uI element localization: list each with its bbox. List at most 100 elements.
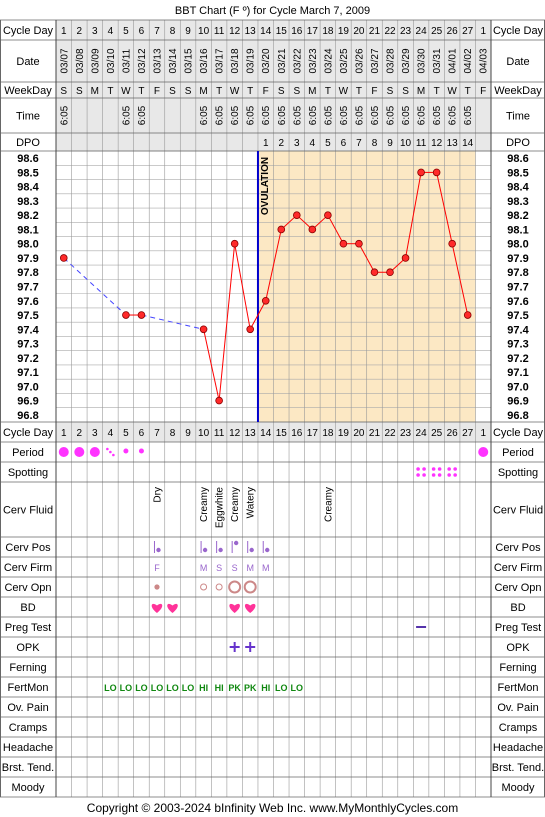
cycle-day-label: 1 [61, 26, 67, 37]
cycle-day-label: 19 [338, 26, 350, 37]
weekday-label: M [199, 86, 207, 97]
date-label: 03/07 [59, 48, 70, 73]
period-dot [74, 447, 85, 457]
row-label-cerv-firm-right: Cerv Firm [494, 562, 542, 574]
cerv-opn-mark [154, 584, 160, 590]
weekday-label: S [76, 86, 83, 97]
period-spot [106, 447, 109, 451]
date-label: 03/25 [339, 48, 350, 73]
spotting-dot [422, 467, 426, 471]
temp-point [137, 311, 146, 319]
y-tick-label-right: 98.1 [507, 224, 528, 236]
cycle-day-label-bottom: 27 [462, 428, 474, 439]
cycle-day-label: 8 [170, 26, 176, 37]
date-label: 04/03 [479, 48, 490, 73]
cycle-day-label-bottom: 24 [416, 428, 428, 439]
row-label-cerv-opn: Cerv Opn [4, 582, 51, 594]
row-label-moody: Moody [11, 782, 45, 794]
row-label-brst-tend: Brst. Tend. [2, 762, 54, 774]
row-label-time-right: Time [506, 111, 530, 123]
cerv-fluid-label: Creamy [230, 487, 241, 522]
row-label-opk-right: OPK [506, 642, 530, 654]
temp-point [417, 168, 425, 177]
temp-line-segment [436, 172, 453, 244]
row-label-ferning: Ferning [9, 662, 46, 674]
cerv-pos-dot [265, 547, 270, 553]
bd-heart [167, 603, 178, 613]
row-label-cycle-day-right: Cycle Day [493, 427, 544, 439]
cycle-day-label: 9 [185, 26, 191, 37]
y-tick-label: 97.6 [17, 296, 38, 308]
time-label: 6:05 [370, 105, 381, 125]
dpo-label: 2 [278, 138, 284, 149]
y-tick-label-right: 97.6 [507, 296, 528, 308]
date-label: 03/17 [215, 48, 226, 73]
fertmon-label: LO [135, 683, 148, 693]
y-tick-label: 97.9 [17, 253, 38, 265]
time-label: 6:05 [401, 105, 412, 125]
time-label: 6:05 [448, 105, 459, 125]
dpo-label: 9 [387, 138, 393, 149]
time-label: 6:05 [308, 105, 319, 125]
dpo-label: 1 [263, 138, 269, 149]
weekday-label: S [185, 86, 192, 97]
cycle-day-label-bottom: 23 [400, 428, 412, 439]
cerv-pos-dot [156, 547, 161, 553]
cycle-day-label-bottom: 20 [353, 428, 365, 439]
temp-point [122, 311, 130, 319]
spotting-dot [447, 473, 451, 477]
weekday-label: S [293, 86, 300, 97]
time-label: 6:05 [277, 105, 288, 125]
dpo-label: 4 [310, 138, 316, 149]
cycle-day-label-bottom: 10 [198, 428, 210, 439]
row-label-cramps-right: Cramps [499, 722, 538, 734]
y-tick-label-right: 97.2 [507, 353, 528, 365]
spotting-dot [453, 473, 457, 477]
y-tick-label-right: 97.5 [507, 310, 528, 322]
y-tick-label: 97.0 [17, 381, 38, 393]
period-dot [123, 448, 129, 454]
cycle-day-label-bottom: 17 [307, 428, 319, 439]
time-label: 6:05 [199, 105, 210, 125]
cerv-firm-label: S [216, 563, 222, 573]
dpo-label: 14 [462, 138, 474, 149]
temp-line-segment [327, 214, 344, 244]
weekday-label: W [230, 86, 240, 97]
temp-point [59, 254, 68, 262]
y-tick-label-right: 97.0 [507, 381, 528, 393]
row-label-dpo-right: DPO [506, 137, 530, 149]
time-label: 6:05 [59, 105, 70, 125]
date-label: 03/16 [199, 48, 210, 73]
spotting-dot [437, 473, 442, 477]
row-label-cycle-day-right: Cycle Day [493, 25, 544, 37]
weekday-label: F [154, 86, 160, 97]
cycle-day-label: 4 [108, 26, 114, 37]
y-tick-label: 98.4 [17, 182, 39, 194]
row-label-period-right: Period [502, 447, 534, 459]
cycle-day-label: 2 [77, 26, 83, 37]
cerv-opn-mark [228, 580, 242, 594]
row-label-headache-right: Headache [493, 742, 543, 754]
weekday-label: T [216, 86, 222, 97]
spotting-dot [431, 467, 436, 471]
temp-line-segment [451, 243, 469, 316]
cerv-fluid-label: Creamy [323, 487, 334, 522]
cerv-pos-dot [233, 540, 239, 546]
row-label-cycle-day: Cycle Day [3, 427, 54, 439]
cycle-day-label-bottom: 6 [139, 428, 145, 439]
temp-point [355, 239, 363, 248]
row-label-cerv-fluid: Cerv Fluid [3, 505, 53, 517]
cycle-day-label: 13 [245, 26, 257, 37]
temp-point [401, 254, 410, 262]
y-tick-label: 98.6 [17, 153, 38, 165]
y-tick-label: 97.2 [17, 353, 38, 365]
dpo-label: 12 [431, 138, 443, 149]
y-tick-label: 98.2 [17, 210, 38, 222]
y-tick-label-right: 97.3 [507, 339, 528, 351]
row-label-cerv-pos: Cerv Pos [5, 542, 51, 554]
temp-line-segment [265, 229, 282, 301]
row-label-fertmon: FertMon [8, 682, 49, 694]
weekday-label: M [308, 86, 316, 97]
row-label-opk: OPK [16, 642, 40, 654]
dpo-label: 10 [400, 138, 412, 149]
